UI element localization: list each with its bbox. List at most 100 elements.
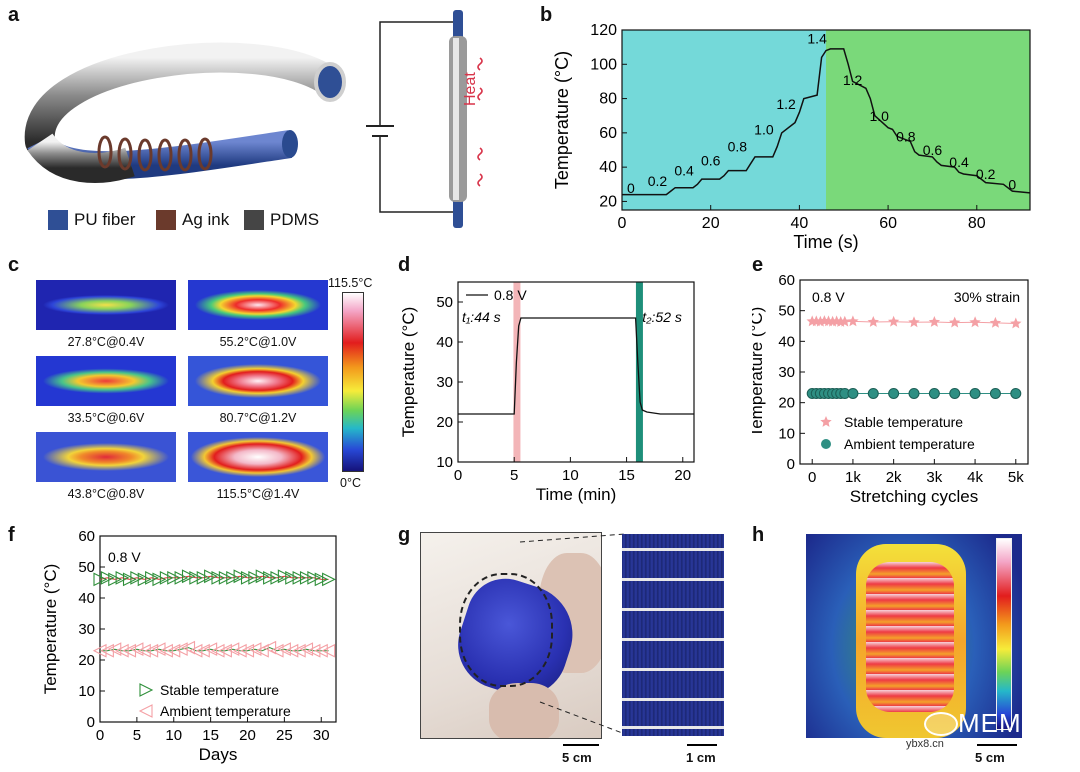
thermal-caption: 27.8°C@0.4V <box>67 335 145 349</box>
voltage-annotation: 0 <box>627 180 635 196</box>
ambient-temperature-point <box>928 387 940 399</box>
panel-letter-a: a <box>8 4 20 26</box>
stable-temperature-point <box>159 570 174 585</box>
x-tick-label: 30 <box>313 727 330 744</box>
stable-temperature-point <box>928 316 941 327</box>
circuit-diagram <box>366 10 483 228</box>
legend-swatch-pu-fiber <box>48 210 68 230</box>
voltage-annotation: 1.0 <box>869 108 889 124</box>
thermal-caption: 33.5°C@0.6V <box>67 411 145 425</box>
cooling-time-band <box>635 282 643 462</box>
voltage-annotation: 0.4 <box>949 154 969 170</box>
legend-ambient-label: Ambient temperature <box>844 436 975 452</box>
y-tick-label: 50 <box>78 559 95 576</box>
x-tick-label: 10 <box>562 467 579 484</box>
legend-label: 0.8 V <box>494 287 527 303</box>
scale-bar-thermal <box>977 744 1017 746</box>
x-tick-label: 0 <box>96 727 104 744</box>
stable-temperature-point <box>322 572 336 587</box>
stable-temperature-point <box>145 570 159 585</box>
stable-temperature-point <box>115 570 130 585</box>
thermal-caption: 43.8°C@0.8V <box>67 487 145 501</box>
y-tick-label: 40 <box>599 159 617 176</box>
voltage-annotation: 0 <box>1008 176 1016 192</box>
ambient-temperature-point <box>269 643 284 658</box>
heating-time-band <box>513 282 521 462</box>
voltage-label: 0.8 V <box>108 549 141 565</box>
scale-label-fabric: 1 cm <box>686 750 716 765</box>
y-tick-label: 0 <box>87 714 95 731</box>
ambient-temperature-point <box>888 387 900 399</box>
legend-stable-marker <box>139 683 154 697</box>
stable-temperature-point <box>887 315 900 327</box>
stable-temperature-point <box>307 570 322 585</box>
voltage-annotation: 1.0 <box>754 122 774 138</box>
ambient-temperature-point <box>166 643 181 658</box>
panel-letter-b: b <box>540 4 553 26</box>
ambient-temperature-point <box>218 643 232 658</box>
voltage-annotation: 0.8 <box>896 128 916 144</box>
strain-label: 30% strain <box>954 289 1020 305</box>
voltage-label: 0.8 V <box>812 289 845 305</box>
stable-temperature-point <box>181 569 196 584</box>
voltage-annotation: 0.6 <box>701 152 721 168</box>
ambient-temperature-point <box>92 643 107 658</box>
ambient-temperature-point <box>949 387 961 399</box>
legend-ambient-marker <box>138 704 153 718</box>
plot-frame <box>621 29 1031 211</box>
ambient-temperature-point <box>255 643 269 658</box>
heating-phase-background <box>622 30 826 210</box>
y-tick-label: 50 <box>778 303 795 320</box>
scale-label-knee: 5 cm <box>562 750 592 765</box>
stable-temperature-point <box>211 570 226 585</box>
wechat-icon <box>924 712 958 736</box>
stable-temperature-point <box>100 570 115 585</box>
stable-temperature-point <box>137 572 152 587</box>
x-axis-label: Time (s) <box>793 232 858 252</box>
x-tick-label: 20 <box>239 727 256 744</box>
x-axis-label: Days <box>199 745 238 764</box>
ambient-temperature-point <box>203 642 218 657</box>
stable-temperature-point <box>196 570 211 585</box>
y-tick-label: 60 <box>78 530 95 545</box>
y-tick-label: 30 <box>78 621 95 638</box>
chart-d: 0 5 10 15 20 10 20 30 40 50 Time (min) Temperature … <box>400 281 695 504</box>
ambient-temperature-point <box>100 643 114 658</box>
legend-stable-marker <box>820 416 832 427</box>
ambient-temperature-point <box>151 642 166 657</box>
ambient-temperature-point <box>262 640 277 655</box>
stable-temperature-point <box>122 572 137 587</box>
ambient-temperature-point <box>114 643 129 658</box>
legend-swatch-pdms <box>244 210 264 230</box>
x-tick-label: 10 <box>165 727 182 744</box>
voltage-annotation: 0.2 <box>976 166 996 182</box>
x-tick-label: 0 <box>618 215 627 232</box>
y-tick-label: 100 <box>590 56 617 73</box>
x-tick-label: 5 <box>510 467 518 484</box>
legend-label-pu-fiber: PU fiber <box>74 210 136 229</box>
y-tick-label: 10 <box>436 454 453 471</box>
stable-temperature-point <box>969 316 981 328</box>
ambient-temperature-point <box>159 643 173 658</box>
voltage-annotation: 1.2 <box>776 96 796 112</box>
chart-f: 0 5 10 15 20 25 30 0 10 20 30 40 50 60 Days Temperature… <box>41 530 337 764</box>
stable-temperature-point <box>839 315 851 327</box>
x-tick-label: 5 <box>133 727 141 744</box>
legend-stable-label: Stable temperature <box>160 682 279 698</box>
stable-temperature-point <box>949 316 961 328</box>
ambient-temperature-point <box>196 643 210 658</box>
ambient-temperature-point <box>240 643 255 658</box>
t1-label: t₁:44 s <box>462 309 501 325</box>
thermal-caption: 115.5°C@1.4V <box>216 487 300 501</box>
y-tick-label: 60 <box>599 125 617 142</box>
y-tick-label: 20 <box>599 193 617 210</box>
stable-temperature-point <box>167 570 181 585</box>
heat-label: Heat <box>462 72 479 106</box>
x-tick-label: 0 <box>808 469 816 486</box>
y-tick-label: 0 <box>787 456 795 473</box>
stable-temperature-point <box>270 570 285 585</box>
y-tick-label: 20 <box>78 652 95 669</box>
y-tick-label: 20 <box>778 395 795 412</box>
legend-ambient-marker <box>821 439 831 449</box>
x-tick-label: 25 <box>276 727 293 744</box>
